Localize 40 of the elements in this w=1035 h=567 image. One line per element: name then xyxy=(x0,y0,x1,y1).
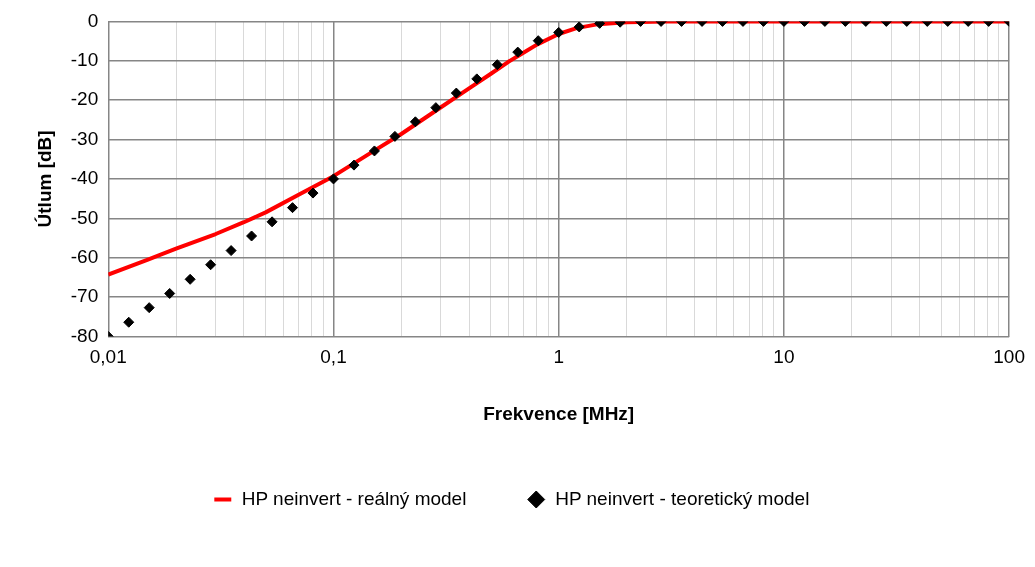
point xyxy=(512,46,524,58)
point xyxy=(430,102,442,114)
point xyxy=(348,159,360,171)
y-tick-label: -40 xyxy=(70,167,99,189)
point xyxy=(246,230,258,242)
point xyxy=(450,87,462,99)
y-tick-label: -80 xyxy=(70,324,99,346)
x-tick-label: 0,01 xyxy=(89,346,127,368)
point xyxy=(532,35,544,47)
y-axis-title: Útlum [dB] xyxy=(33,130,55,228)
x-tick-label: 1 xyxy=(553,346,564,368)
point xyxy=(389,130,401,142)
point xyxy=(409,116,421,128)
point xyxy=(471,73,483,85)
y-tick-label: -60 xyxy=(70,245,99,267)
point xyxy=(491,59,503,71)
y-tick-label: -10 xyxy=(70,49,99,71)
point xyxy=(368,145,380,157)
point xyxy=(123,316,135,328)
legend-label: HP neinvert - reálný model xyxy=(241,487,467,509)
point xyxy=(573,21,585,33)
point xyxy=(205,259,217,271)
x-axis-title: Frekvence [MHz] xyxy=(483,402,635,424)
x-tick-label: 0,1 xyxy=(320,346,347,368)
point xyxy=(307,187,319,199)
y-tick-label: -20 xyxy=(70,88,99,110)
y-tick-label: 0 xyxy=(87,9,99,31)
x-tick-label: 10 xyxy=(773,346,795,368)
y-tick-label: -70 xyxy=(70,285,99,307)
x-tick-label: 100 xyxy=(993,346,1025,368)
point xyxy=(184,273,196,285)
point xyxy=(143,302,155,314)
legend-label: HP neinvert - teoretický model xyxy=(555,487,810,509)
point xyxy=(266,216,278,228)
y-tick-label: -50 xyxy=(70,206,99,228)
y-tick-label: -30 xyxy=(70,127,99,149)
point xyxy=(225,245,237,257)
point xyxy=(287,202,299,214)
point xyxy=(327,173,339,185)
point xyxy=(164,287,176,299)
